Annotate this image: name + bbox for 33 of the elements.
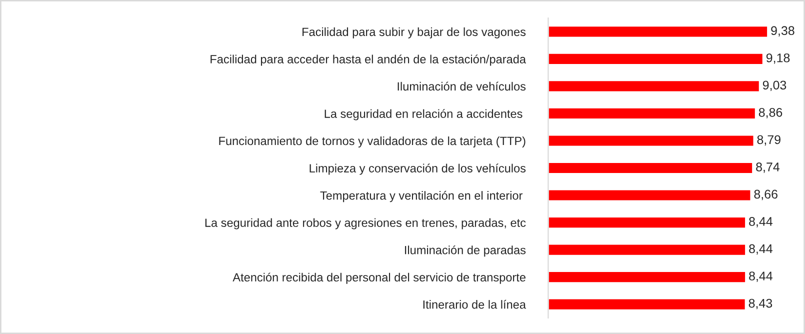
data-label: 8,79 [757, 135, 780, 146]
data-label: 8,44 [749, 272, 772, 282]
bar [548, 162, 754, 174]
y-tick-label: Facilidad para subir y bajar de los vagones [302, 27, 526, 38]
y-tick-label: Atención recibida del personal del servicio de transporte [232, 272, 526, 284]
data-label: 9,38 [771, 26, 794, 36]
y-tick-label: Iluminación de vehículos [398, 82, 526, 91]
y-tick-label: Facilidad para acceder hasta el andén de la estación/parada [210, 54, 526, 66]
bar [548, 188, 752, 202]
bar [548, 52, 764, 66]
y-tick-label: Itinerario de la línea [423, 300, 526, 309]
data-label: 9,03 [762, 80, 786, 92]
y-tick-label: Iluminación de paradas [405, 245, 526, 257]
y-tick-label: Limpieza y conservación de los vehículos [310, 164, 526, 175]
data-label: 8,43 [748, 298, 772, 310]
bar [548, 298, 746, 311]
data-label: 8,66 [754, 190, 778, 200]
y-tick-label: La seguridad en relación a accidentes [324, 109, 522, 120]
bar [548, 134, 755, 148]
y-tick-label: La seguridad ante robos y agresiones en trenes, paradas, etc [205, 218, 526, 230]
bar [548, 80, 760, 93]
y-tick-label: Temperatura y ventilación en el interior [320, 190, 523, 202]
data-label: 8,74 [756, 162, 780, 173]
y-tick-label: Funcionamiento de tornos y validadoras de la tarjeta (TTP) [219, 136, 526, 148]
bar [548, 270, 746, 284]
bar [548, 216, 746, 229]
bar [548, 25, 768, 38]
data-label: 8,86 [758, 108, 782, 118]
bar [548, 243, 746, 256]
data-label: 9,18 [766, 53, 790, 64]
bar [548, 107, 756, 120]
data-label: 8,44 [749, 217, 772, 228]
data-label: 8,44 [749, 244, 772, 255]
